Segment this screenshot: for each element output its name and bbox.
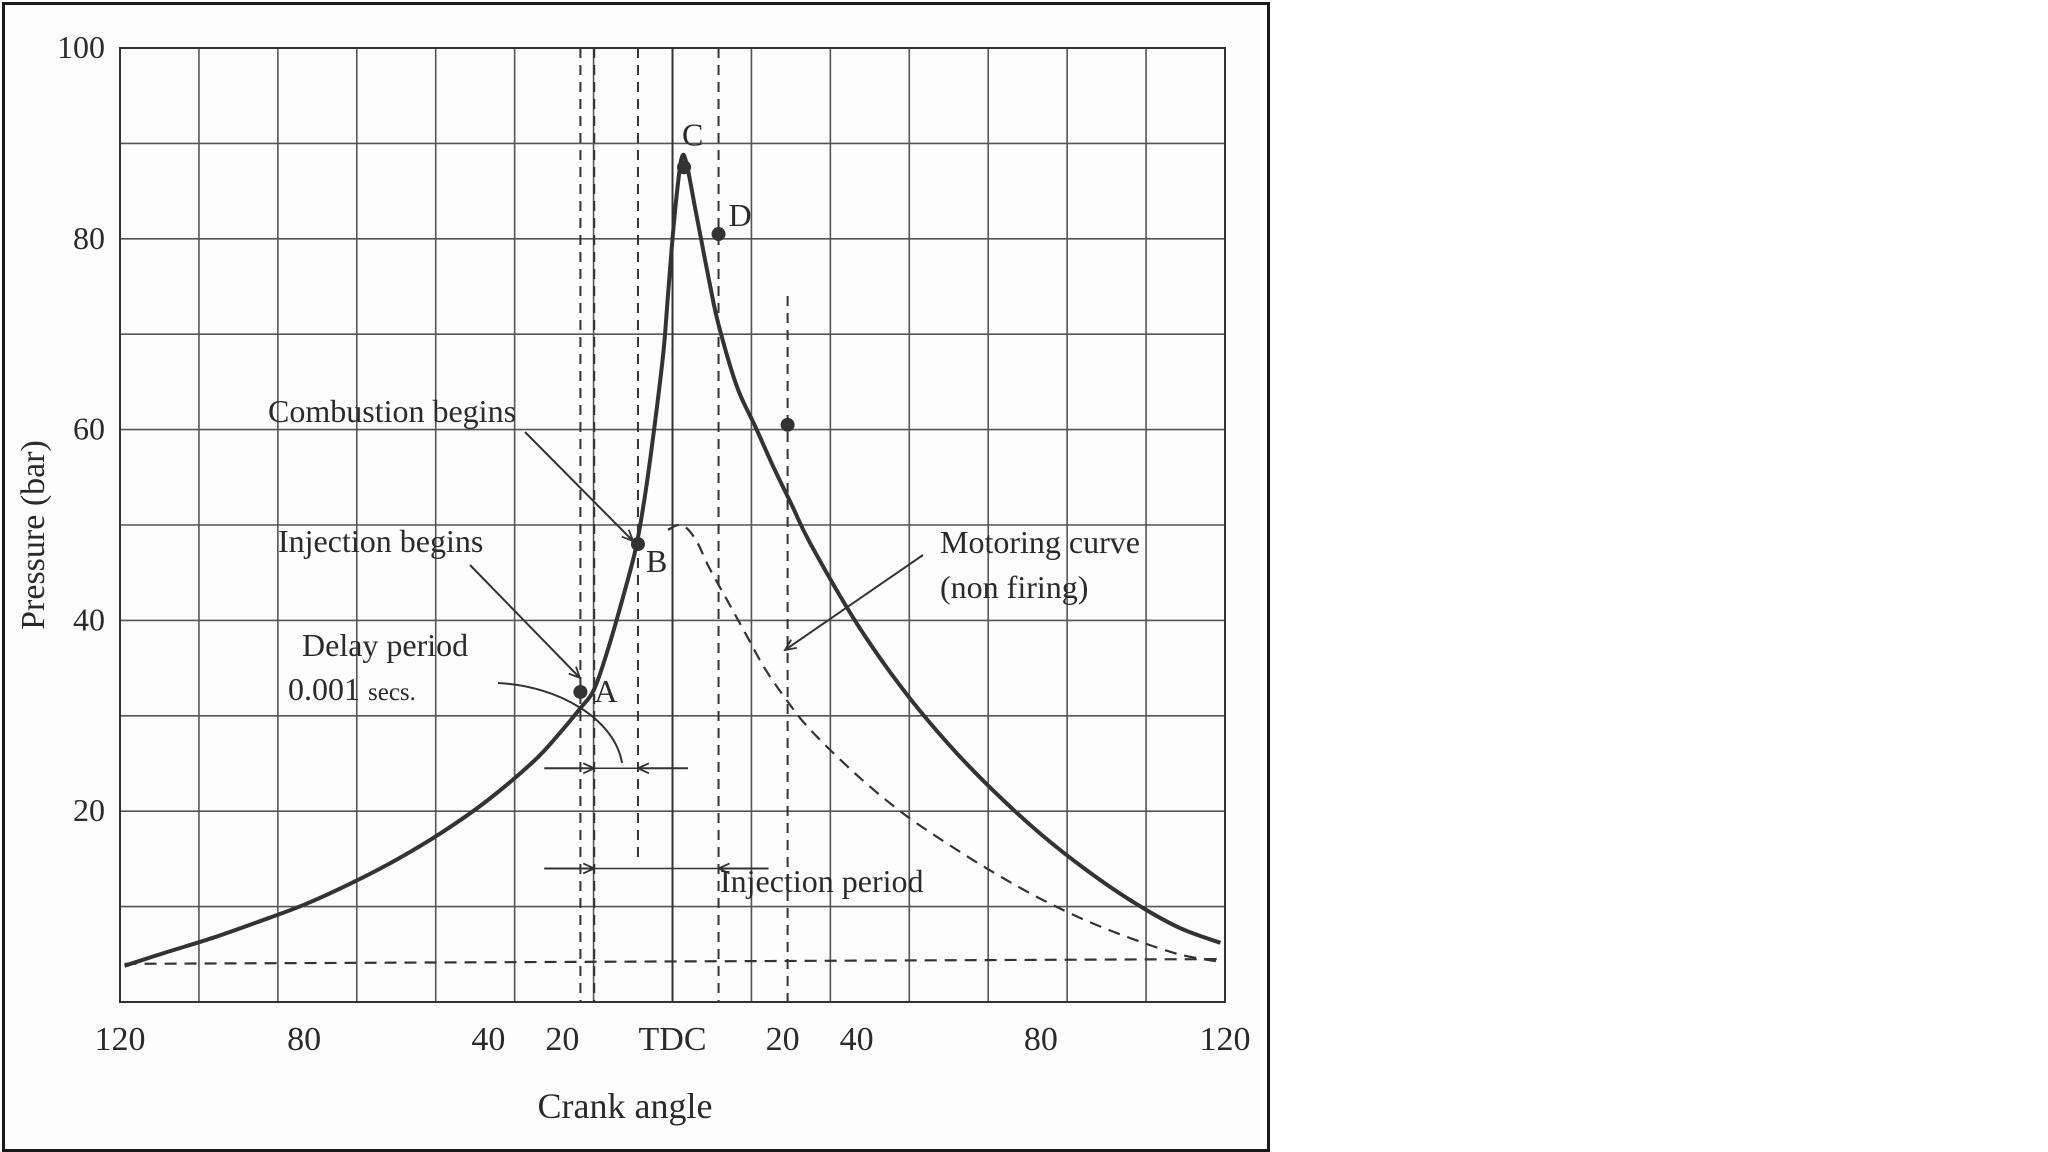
- figure-frame: [2, 2, 1270, 1152]
- point-label-b: B: [646, 543, 667, 579]
- firing-pressure-curve: [123, 152, 1222, 968]
- delay-period-label: Delay period: [302, 627, 468, 663]
- non-firing-label: (non firing): [940, 569, 1088, 605]
- x-tick-label: 80: [1024, 1021, 1058, 1058]
- vertical-marker-lines: [579, 48, 789, 1002]
- y-axis-tick-labels: 100 80 60 40 20: [57, 29, 105, 828]
- delay-period-leader: [497, 682, 623, 764]
- y-axis-label: Pressure (bar): [15, 440, 52, 630]
- delay-unit-label: secs.: [368, 679, 416, 706]
- motoring-curve-label: Motoring curve: [940, 524, 1140, 560]
- point-marker: [677, 160, 692, 175]
- injection-period-label: Injection period: [720, 863, 923, 899]
- x-tick-label: 80: [287, 1021, 321, 1058]
- x-axis-tick-labels: 120 80 40 20 TDC 20 40 80 120: [95, 1021, 1251, 1058]
- point-marker: [630, 537, 645, 552]
- interval-dimensions: [544, 768, 769, 868]
- x-tick-label: 120: [1200, 1021, 1251, 1058]
- motoring-curve: [667, 523, 1221, 964]
- injection-begins-label: Injection begins: [278, 523, 483, 559]
- injection-begins-leader: [469, 564, 580, 678]
- x-tick-label: TDC: [639, 1021, 707, 1058]
- baseline-dashed: [124, 957, 1221, 965]
- x-tick-label: 40: [840, 1021, 874, 1058]
- combustion-begins-leader: [524, 431, 633, 541]
- y-tick-label: 20: [73, 792, 105, 828]
- y-tick-label: 100: [57, 29, 105, 65]
- x-tick-label: 20: [545, 1021, 579, 1058]
- point-marker: [711, 227, 726, 242]
- annotation-texts: Combustion begins Injection begins Delay…: [268, 393, 1140, 899]
- y-tick-label: 40: [73, 601, 105, 637]
- combustion-begins-label: Combustion begins: [268, 393, 516, 429]
- point-label-d: D: [729, 197, 752, 233]
- annotation-leaders: [469, 431, 924, 764]
- y-tick-label: 60: [73, 411, 105, 447]
- x-axis-label: Crank angle: [538, 1086, 713, 1126]
- x-tick-label: 120: [95, 1021, 146, 1058]
- x-tick-label: 40: [471, 1021, 505, 1058]
- delay-value-label: 0.001: [288, 671, 360, 707]
- point-marker: [780, 417, 795, 432]
- point-label-a: A: [594, 673, 617, 709]
- x-tick-label: 20: [766, 1021, 800, 1058]
- labeled-points: A B C D: [573, 116, 795, 709]
- point-marker: [573, 684, 588, 699]
- series-lines: [123, 152, 1222, 968]
- motoring-curve-leader: [785, 554, 924, 650]
- y-tick-label: 80: [73, 220, 105, 256]
- point-label-c: C: [682, 116, 703, 152]
